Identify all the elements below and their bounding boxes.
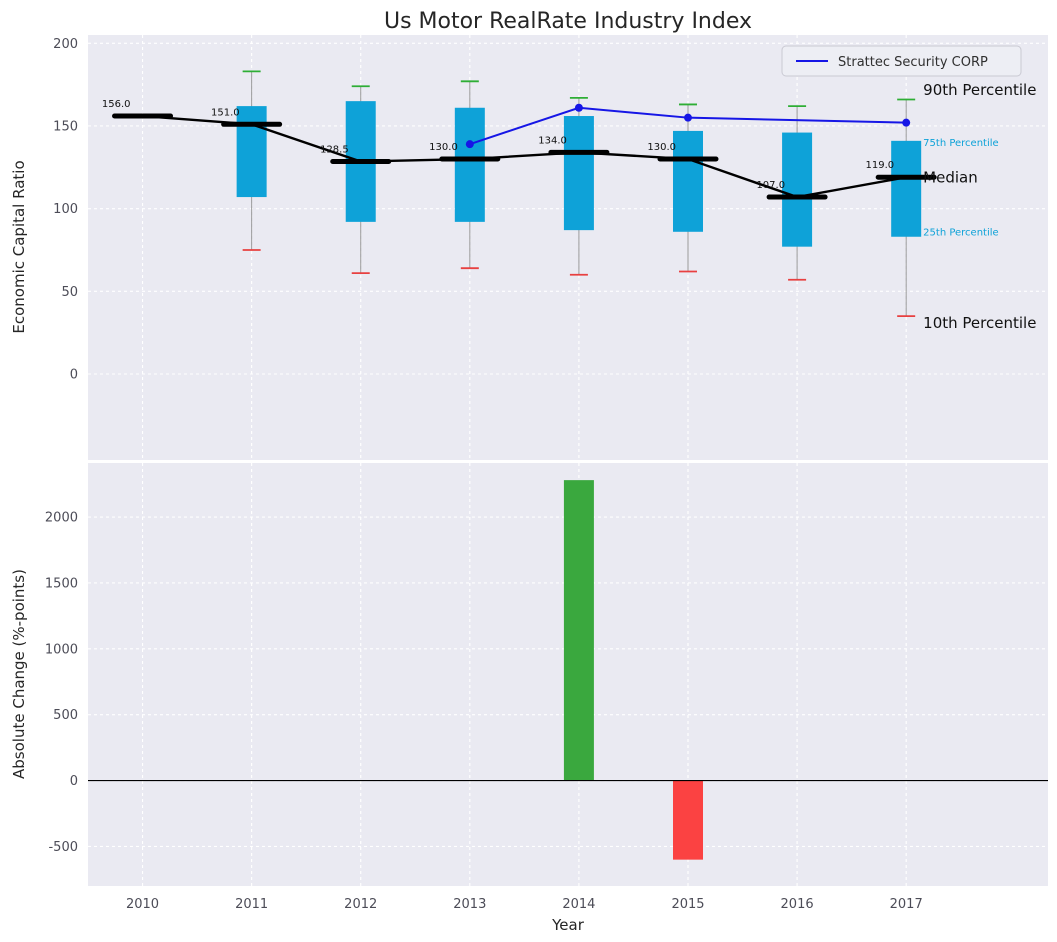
median-trend-line	[142, 114, 907, 199]
xtick-label: 2016	[781, 897, 814, 912]
xtick-label: 2017	[890, 897, 923, 912]
median-value-2016: 107.0	[756, 180, 785, 191]
ylabel-bottom: Absolute Change (%-points)	[10, 569, 28, 779]
iqr-box-2015	[673, 130, 703, 232]
ytick-label: 2000	[45, 511, 78, 526]
ytick-label: 200	[53, 37, 78, 52]
ytick-label: 500	[53, 708, 78, 723]
company-point-2017	[902, 118, 911, 127]
bottom-plot: -500 0 500 1000 1500 2000 2010 2011 2012 2013 2014…	[45, 463, 1048, 912]
annotation-75th-percentile: 75th Percentile	[923, 138, 999, 149]
xtick-label: 2013	[453, 897, 486, 912]
iqr-box-2013	[454, 107, 485, 222]
median-value-2012: 128.5	[320, 145, 349, 156]
iqr-box-2014	[563, 116, 594, 231]
xtick-label: 2015	[671, 897, 704, 912]
chart-title: Us Motor RealRate Industry Index	[384, 9, 752, 34]
ytick-label: 1000	[45, 642, 78, 657]
company-point-2015	[684, 113, 692, 122]
xtick-label: 2010	[126, 897, 159, 912]
xlabel: Year	[551, 916, 585, 934]
legend: Strattec Security CORP	[781, 45, 1022, 77]
median-value-2014: 134.0	[538, 135, 567, 146]
top-plot: 0 50 100 150 200 156.0 151.0 128.5 130.0 134.0 130…	[53, 35, 1048, 460]
bar-2014	[563, 480, 594, 781]
ylabel-top: Economic Capital Ratio	[10, 160, 28, 333]
annotation-10th-percentile: 10th Percentile	[923, 314, 1036, 332]
ytick-label: 1500	[45, 576, 78, 591]
bar-2015	[673, 780, 703, 860]
legend-label: Strattec Security CORP	[838, 55, 988, 70]
ytick-label: 0	[70, 774, 78, 789]
xtick-label: 2014	[562, 897, 595, 912]
ytick-label: 100	[53, 202, 78, 217]
annotation-25th-percentile: 25th Percentile	[923, 227, 999, 238]
median-value-2013: 130.0	[429, 142, 458, 153]
xtick-label: 2012	[344, 897, 377, 912]
iqr-box-2011	[236, 106, 267, 198]
median-value-2011: 151.0	[211, 107, 240, 118]
ytick-label: 150	[53, 119, 78, 134]
top-panel	[88, 35, 1048, 460]
annotation-90th-percentile: 90th Percentile	[923, 81, 1036, 99]
annotation-median: Median	[923, 169, 978, 187]
iqr-box-2017	[891, 140, 922, 237]
median-value-2015: 130.0	[647, 142, 676, 153]
company-point-2013	[465, 140, 474, 149]
legend-frame	[781, 45, 1022, 77]
xtick-label: 2011	[235, 897, 268, 912]
median-value-2017: 119.0	[866, 160, 895, 171]
median-value-2010: 156.0	[102, 99, 131, 110]
ytick-label: 0	[70, 368, 78, 383]
iqr-box-2016	[782, 132, 813, 247]
company-line	[469, 106, 907, 146]
ytick-label: 50	[61, 285, 78, 300]
ytick-label: -500	[48, 840, 78, 855]
company-point-2014	[574, 103, 583, 112]
